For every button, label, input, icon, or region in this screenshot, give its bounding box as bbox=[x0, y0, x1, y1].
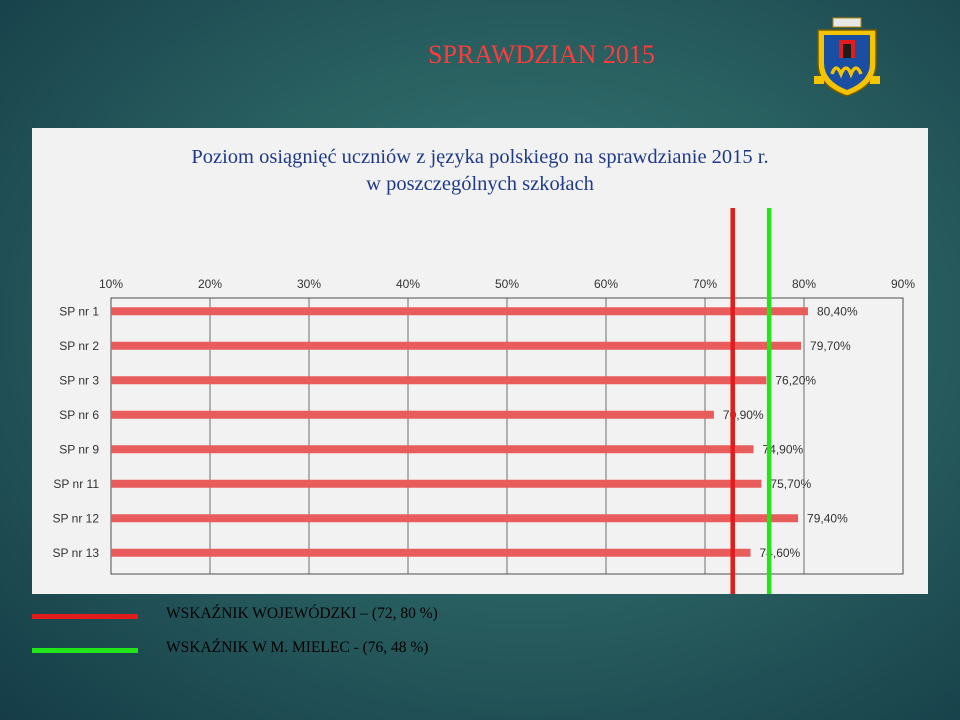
legend-red-line bbox=[32, 614, 138, 619]
data-label: 80,40% bbox=[817, 304, 858, 318]
category-label: SP nr 2 bbox=[59, 339, 99, 353]
legend-wojewodzki-label: WSKAŹNIK WOJEWÓDZKI – (72, 80 %) bbox=[166, 605, 438, 622]
bar bbox=[111, 376, 767, 385]
data-label: 79,70% bbox=[810, 339, 851, 353]
bar bbox=[111, 514, 799, 523]
bar bbox=[111, 410, 714, 419]
x-tick-label: 70% bbox=[693, 277, 717, 291]
x-tick-label: 90% bbox=[891, 277, 915, 291]
x-tick-label: 10% bbox=[99, 277, 123, 291]
coat-of-arms-logo bbox=[814, 17, 880, 97]
legend-mielec-label: WSKAŹNIK W M. MIELEC - (76, 48 %) bbox=[166, 639, 429, 656]
category-label: SP nr 12 bbox=[53, 511, 100, 525]
data-label: 79,40% bbox=[807, 511, 848, 525]
legend-green-line bbox=[32, 648, 138, 653]
chart-subtitle: w poszczególnych szkołach bbox=[366, 173, 594, 195]
category-label: SP nr 1 bbox=[59, 304, 99, 318]
category-label: SP nr 13 bbox=[53, 546, 100, 560]
category-label: SP nr 9 bbox=[59, 442, 99, 456]
x-tick-label: 80% bbox=[792, 277, 816, 291]
x-tick-label: 20% bbox=[198, 277, 222, 291]
bar-chart: 10% 20% 30% 40% 50% 60% 70% 80% 90% SP nr 1 80,40%… bbox=[53, 208, 915, 594]
chart-panel: Poziom osiągnięć uczniów z języka polski… bbox=[32, 128, 928, 594]
data-label: 75,70% bbox=[770, 477, 811, 491]
plot-frame bbox=[110, 297, 904, 575]
data-label: 76,20% bbox=[775, 373, 816, 387]
legend-mielec: WSKAŹNIK W M. MIELEC - (76, 48 %) bbox=[32, 639, 632, 663]
bar bbox=[111, 445, 754, 454]
bar bbox=[111, 479, 762, 488]
legend-wojewodzki: WSKAŹNIK WOJEWÓDZKI – (72, 80 %) bbox=[32, 605, 632, 629]
category-label: SP nr 3 bbox=[59, 373, 99, 387]
data-label: 70,90% bbox=[723, 408, 764, 422]
x-tick-label: 40% bbox=[396, 277, 420, 291]
category-label: SP nr 11 bbox=[53, 477, 99, 491]
data-label: 74,90% bbox=[763, 442, 804, 456]
x-tick-label: 60% bbox=[594, 277, 618, 291]
data-label: 74,60% bbox=[760, 546, 801, 560]
x-tick-label: 30% bbox=[297, 277, 321, 291]
x-tick-label: 50% bbox=[495, 277, 519, 291]
bar bbox=[111, 341, 802, 350]
slide-title: SPRAWDZIAN 2015 bbox=[428, 40, 655, 69]
bar bbox=[111, 307, 808, 316]
category-label: SP nr 6 bbox=[59, 408, 99, 422]
chart-title: Poziom osiągnięć uczniów z języka polski… bbox=[191, 146, 769, 168]
bar bbox=[111, 548, 751, 557]
